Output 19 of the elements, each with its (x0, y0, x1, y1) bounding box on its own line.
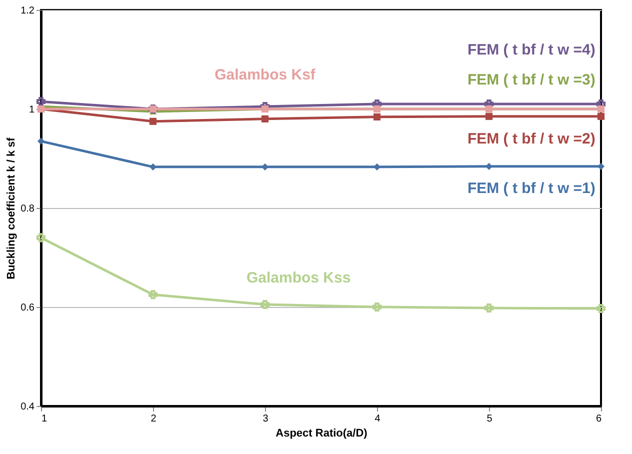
y-axis-title: Buckling coefficient k / k sf (6, 137, 18, 280)
y-tick-label: 1 (28, 104, 35, 116)
y-tick-label: 1.2 (20, 6, 35, 16)
series-label: FEM ( t bf / t w =2) (467, 130, 596, 148)
x-tick-label: 6 (596, 414, 602, 424)
y-tick-label: 0.8 (20, 204, 35, 214)
series-label: Galambos Ksf (214, 66, 316, 84)
series-label: Galambos Kss (246, 269, 351, 286)
x-tick-label: 4 (374, 414, 381, 424)
text: FEM ( t bf / t w =4) (467, 42, 596, 59)
series-label: FEM ( t bf / t w =3) (467, 71, 596, 88)
x-axis-title: Aspect Ratio(a/D) (276, 428, 368, 440)
x-tick-label: 1 (42, 414, 48, 424)
series-label: FEM ( t bf / t w =1) (467, 180, 596, 198)
y-tick-label: 0.4 (20, 402, 35, 412)
x-tick-label: 3 (262, 414, 269, 424)
x-tick-label: 2 (150, 414, 157, 424)
x-tick-label: 5 (486, 414, 493, 424)
y-tick-label: 0.6 (20, 302, 35, 314)
